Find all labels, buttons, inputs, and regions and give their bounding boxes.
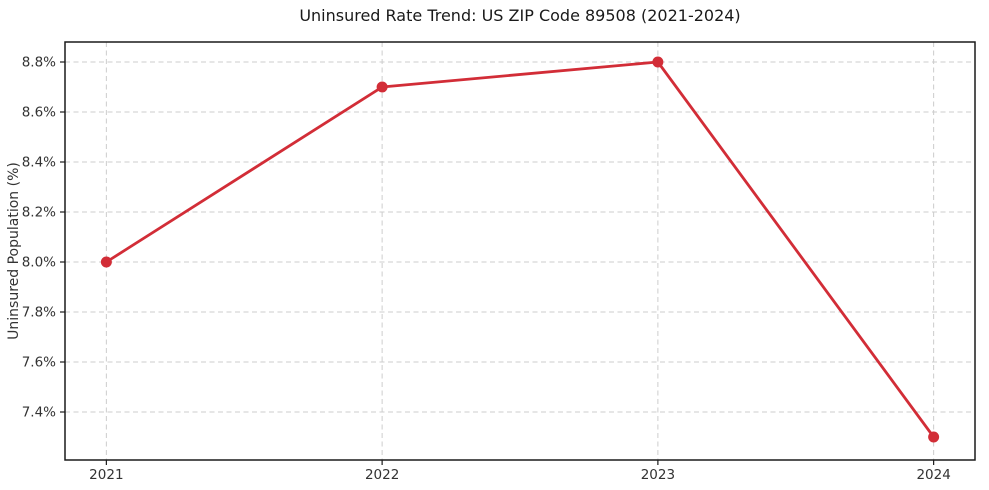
y-tick-label: 8.4% <box>22 155 56 171</box>
data-point-marker <box>100 256 112 268</box>
x-tick-label: 2022 <box>365 467 399 483</box>
y-tick-label: 8.0% <box>22 255 56 271</box>
chart-title: Uninsured Rate Trend: US ZIP Code 89508 … <box>299 6 741 25</box>
y-tick-label: 7.8% <box>22 305 56 321</box>
x-tick-label: 2021 <box>89 467 123 483</box>
y-tick-label: 7.6% <box>22 355 56 371</box>
plot-border <box>64 41 976 461</box>
y-tick-label: 7.4% <box>22 405 56 421</box>
y-tick-label: 8.8% <box>22 55 56 71</box>
x-tick-label: 2024 <box>916 467 950 483</box>
data-line <box>104 60 936 439</box>
y-tick-label: 8.6% <box>22 105 56 121</box>
data-point-marker <box>652 56 664 68</box>
x-tick-label: 2023 <box>641 467 675 483</box>
y-tick-label: 8.2% <box>22 205 56 221</box>
data-point-marker <box>376 81 388 93</box>
data-point-marker <box>928 431 940 443</box>
